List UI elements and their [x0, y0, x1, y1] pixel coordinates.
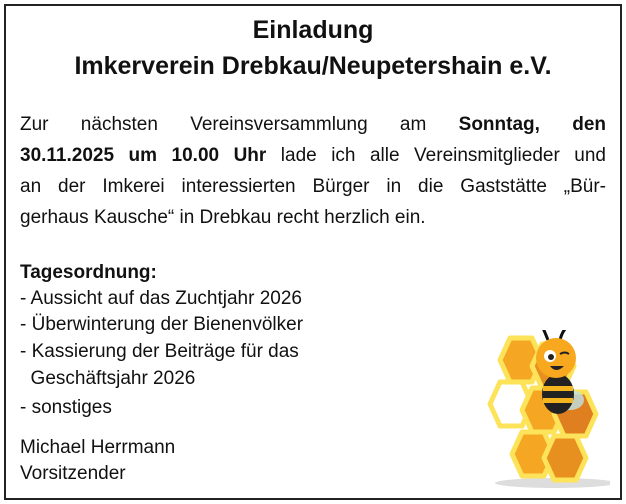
title-club: Imkerverein Drebkau/Neupetershain e.V. [74, 52, 552, 80]
document-frame [4, 4, 622, 500]
body-line-1: Zur nächsten Vereinsversammlung am Sonnt… [20, 114, 606, 136]
agenda-item: - Kassierung der Beiträge für das [20, 341, 299, 362]
body-text: lade ich alle Vereinsmitglieder und [266, 145, 606, 166]
title-invitation: Einladung [252, 16, 374, 44]
signature-name: Michael Herrmann [20, 437, 176, 458]
date-bold: Sonntag, den [458, 114, 606, 135]
agenda-item: - Aussicht auf das Zuchtjahr 2026 [20, 288, 302, 309]
datetime-bold: 30.11.2025 um 10.00 Uhr [20, 145, 267, 166]
agenda-heading: Tagesordnung: [20, 262, 157, 283]
bee-on-honeycomb-icon [487, 330, 610, 488]
body-text: Zur nächsten Vereinsversammlung am [20, 114, 459, 135]
body-line-4: gerhaus Kausche“ in Drebkau recht herzli… [20, 207, 426, 228]
agenda-item: Geschäftsjahr 2026 [20, 368, 196, 389]
signature-role: Vorsitzender [20, 463, 126, 484]
body-line-3: an der Imkerei interessierten Bürger in … [20, 176, 606, 197]
body-line-2: 30.11.2025 um 10.00 Uhr lade ich alle Ve… [20, 145, 606, 167]
agenda-item: - sonstiges [20, 397, 112, 418]
agenda-item: - Überwinterung der Bienenvölker [20, 314, 304, 335]
